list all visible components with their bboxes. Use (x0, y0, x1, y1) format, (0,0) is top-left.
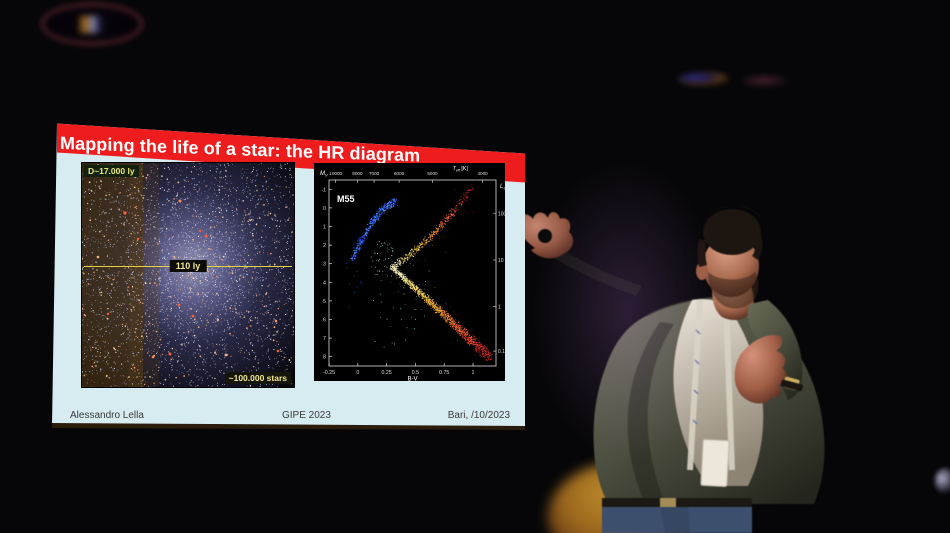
svg-text:L⊙: L⊙ (500, 184, 505, 190)
svg-text:100: 100 (498, 212, 505, 218)
svg-text:10000: 10000 (329, 171, 342, 176)
svg-text:5: 5 (323, 299, 326, 305)
svg-text:4: 4 (323, 280, 326, 286)
svg-text:B-V: B-V (407, 377, 417, 382)
svg-text:1: 1 (498, 305, 501, 311)
svg-text:0: 0 (356, 370, 359, 376)
svg-text:0.75: 0.75 (439, 370, 449, 376)
svg-text:M55: M55 (337, 194, 355, 204)
svg-text:MV: MV (320, 171, 328, 177)
svg-text:7000: 7000 (369, 171, 380, 176)
svg-text:0.1: 0.1 (498, 349, 505, 355)
svg-text:-1: -1 (321, 187, 326, 193)
svg-text:0: 0 (323, 206, 326, 212)
svg-text:0.5: 0.5 (412, 370, 419, 376)
svg-text:0.25: 0.25 (381, 370, 391, 376)
svg-text:7: 7 (323, 336, 326, 342)
svg-text:1: 1 (323, 225, 326, 231)
svg-text:4000: 4000 (477, 171, 488, 176)
svg-text:2: 2 (323, 243, 326, 249)
svg-text:5000: 5000 (427, 171, 438, 176)
svg-text:1: 1 (472, 370, 475, 376)
svg-text:-0.25: -0.25 (323, 370, 335, 376)
svg-text:3: 3 (323, 262, 326, 268)
svg-text:8000: 8000 (352, 171, 363, 176)
svg-text:6: 6 (323, 318, 326, 324)
svg-text:10: 10 (498, 258, 504, 264)
svg-text:6000: 6000 (394, 171, 405, 176)
svg-text:Teff [K]: Teff [K] (453, 166, 469, 172)
svg-text:8: 8 (323, 355, 326, 361)
